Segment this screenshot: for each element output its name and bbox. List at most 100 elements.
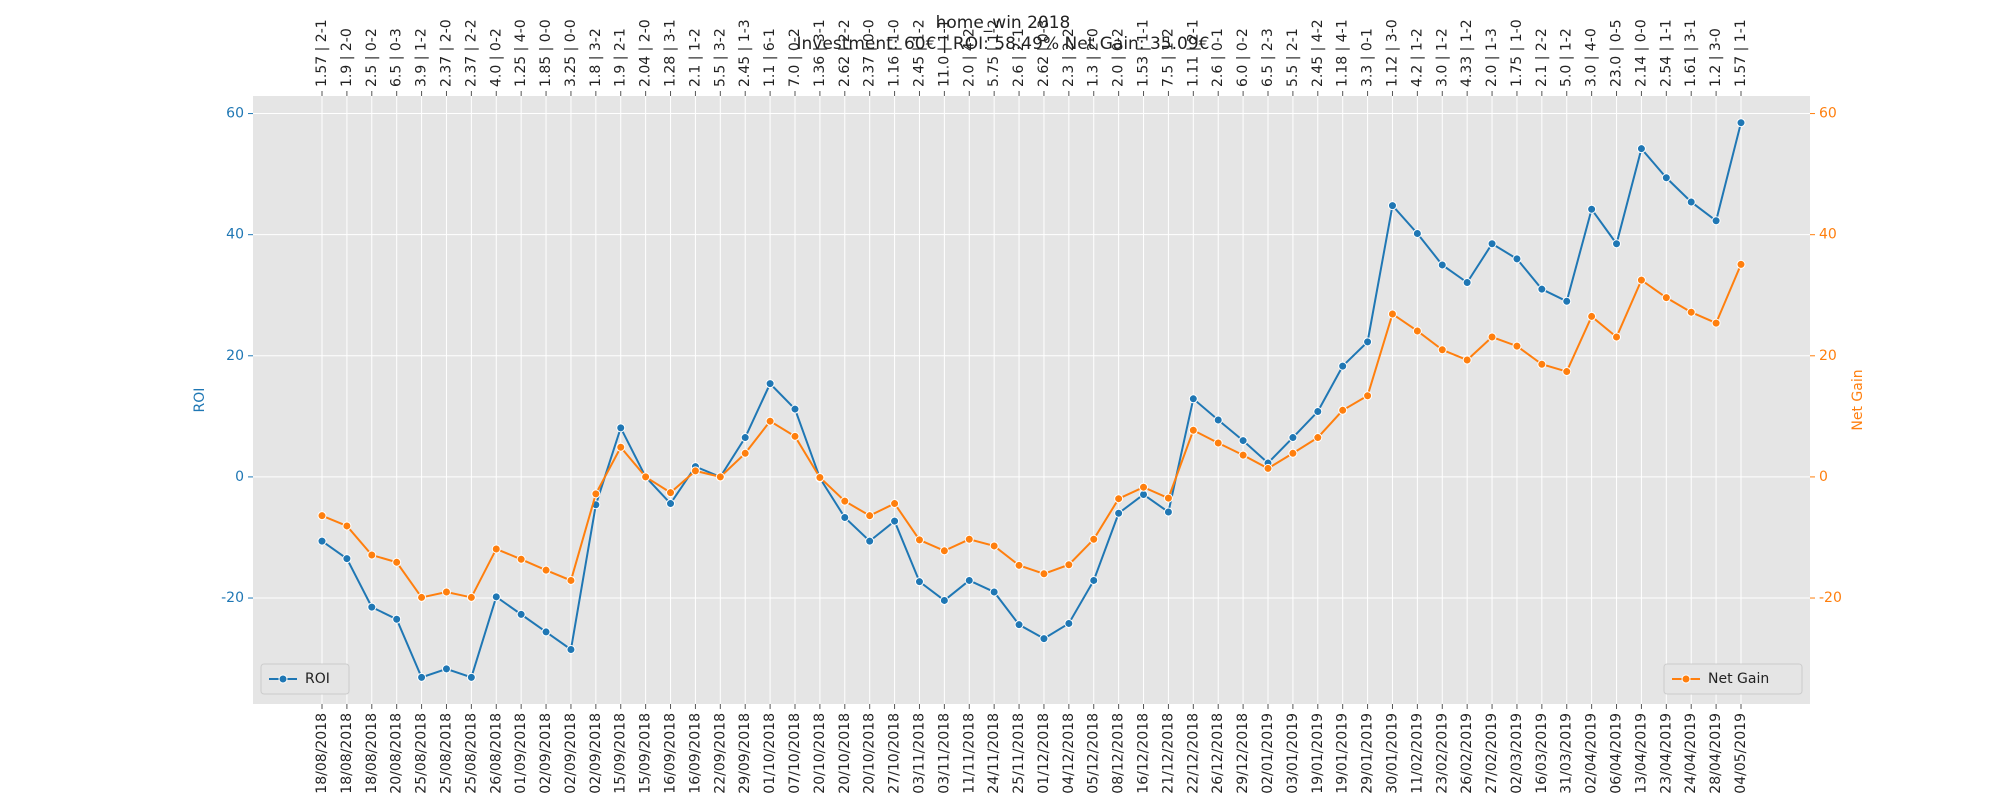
point	[441, 587, 451, 597]
top-tick-label: 1.25 | 4-0	[513, 19, 529, 87]
top-tick-label: 1.11 | 2-1	[1185, 19, 1201, 87]
x-tick-label: 25/08/2018	[438, 713, 454, 794]
top-tick-label: 1.8 | 3-2	[588, 28, 604, 87]
x-tick-label: 20/10/2018	[837, 713, 853, 794]
top-tick-label: 2.54 | 1-1	[1658, 19, 1674, 87]
point	[1711, 318, 1721, 328]
x-tick-label: 15/09/2018	[638, 713, 654, 794]
top-tick-label: 4.2 | 1-2	[1409, 28, 1425, 87]
top-tick-label: 7.5 | 1-2	[1160, 28, 1176, 87]
point	[1661, 293, 1671, 303]
point	[516, 609, 526, 619]
point	[1612, 239, 1622, 249]
point	[541, 627, 551, 637]
x-tick-label: 16/09/2018	[687, 713, 703, 794]
point	[1213, 415, 1223, 425]
x-tick-label: 20/10/2018	[812, 713, 828, 794]
point	[765, 416, 775, 426]
point	[1537, 359, 1547, 369]
point	[342, 521, 352, 531]
top-tick-label: 1.57 | 1-1	[1733, 19, 1749, 87]
point	[914, 577, 924, 587]
x-tick-label: 01/10/2018	[762, 713, 778, 794]
top-tick-label: 1.3 | 2-0	[1086, 28, 1102, 87]
point	[1238, 436, 1248, 446]
point	[1487, 239, 1497, 249]
x-tick-label: 23/04/2019	[1658, 713, 1674, 794]
top-tick-label: 1.18 | 4-1	[1335, 19, 1351, 87]
x-tick-label: 01/12/2018	[1036, 713, 1052, 794]
x-tick-label: 16/09/2018	[663, 713, 679, 794]
point	[1437, 260, 1447, 270]
top-tick-label: 2.14 | 0-0	[1633, 19, 1649, 87]
x-tick-label: 02/09/2018	[588, 713, 604, 794]
x-tick-label: 06/04/2019	[1609, 713, 1625, 794]
x-tick-label: 16/12/2018	[1136, 713, 1152, 794]
x-tick-label: 18/08/2018	[339, 713, 355, 794]
chart-subtitle: Investment: 60€ | ROI: 58.49% Net Gain: …	[797, 34, 1210, 54]
point	[1089, 575, 1099, 585]
top-tick-label: 23.0 | 0-5	[1609, 19, 1625, 87]
top-tick-label: 1.61 | 3-1	[1683, 19, 1699, 87]
top-tick-label: 6.5 | 0-3	[389, 28, 405, 87]
x-tick-label: 02/09/2018	[538, 713, 554, 794]
point	[1039, 569, 1049, 579]
point	[1587, 204, 1597, 214]
point	[765, 379, 775, 389]
y2-tick-label: 20	[1819, 348, 1837, 364]
top-tick-label: 3.9 | 1-2	[414, 28, 430, 87]
point	[1114, 508, 1124, 518]
point	[1363, 391, 1373, 401]
x-tick-label: 04/12/2018	[1061, 713, 1077, 794]
point	[1487, 332, 1497, 342]
point	[342, 554, 352, 564]
top-tick-label: 6.0 | 0-2	[1235, 28, 1251, 87]
y-tick-label: 0	[235, 469, 244, 485]
point	[1387, 201, 1397, 211]
top-tick-label: 2.62 | 0-3	[1036, 19, 1052, 87]
legend-box	[260, 663, 350, 695]
point	[1437, 345, 1447, 355]
legend-marker	[278, 674, 288, 684]
point	[964, 534, 974, 544]
point	[740, 448, 750, 458]
x-tick-label: 08/12/2018	[1111, 713, 1127, 794]
point	[317, 536, 327, 546]
point	[1288, 448, 1298, 458]
top-tick-label: 6.5 | 2-3	[1260, 28, 1276, 87]
top-tick-label: 1.12 | 3-0	[1384, 19, 1400, 87]
top-tick-label: 2.45 | 1-3	[737, 19, 753, 87]
x-tick-label: 16/03/2019	[1534, 713, 1550, 794]
x-tick-label: 02/04/2019	[1584, 713, 1600, 794]
point	[1736, 118, 1746, 128]
point	[1512, 341, 1522, 351]
top-tick-label: 2.37 | 2-2	[463, 19, 479, 87]
point	[1213, 438, 1223, 448]
x-tick-label: 03/01/2019	[1285, 713, 1301, 794]
x-tick-label: 28/04/2019	[1708, 713, 1724, 794]
point	[790, 404, 800, 414]
point	[616, 423, 626, 433]
point	[1412, 326, 1422, 336]
top-tick-label: 3.0 | 4-0	[1584, 28, 1600, 87]
x-tick-label: 22/09/2018	[712, 713, 728, 794]
x-tick-label: 21/12/2018	[1160, 713, 1176, 794]
legend-label: ROI	[305, 671, 330, 687]
point	[1014, 620, 1024, 630]
point	[367, 550, 377, 560]
point	[1263, 463, 1273, 473]
point	[1736, 259, 1746, 269]
top-tick-label: 5.5 | 2-1	[1285, 28, 1301, 87]
x-tick-label: 26/12/2018	[1210, 713, 1226, 794]
x-tick-label: 26/02/2019	[1459, 713, 1475, 794]
top-tick-label: 1.57 | 2-1	[314, 19, 330, 87]
top-tick-label: 1.2 | 3-0	[1708, 28, 1724, 87]
point	[1163, 507, 1173, 517]
top-tick-label: 2.37 | 0-0	[862, 19, 878, 87]
top-tick-label: 4.33 | 1-2	[1459, 19, 1475, 87]
x-tick-label: 18/08/2018	[314, 713, 330, 794]
top-tick-label: 1.75 | 1-0	[1509, 19, 1525, 87]
x-tick-label: 02/01/2019	[1260, 713, 1276, 794]
point	[740, 433, 750, 443]
top-tick-label: 2.5 | 0-2	[364, 28, 380, 87]
